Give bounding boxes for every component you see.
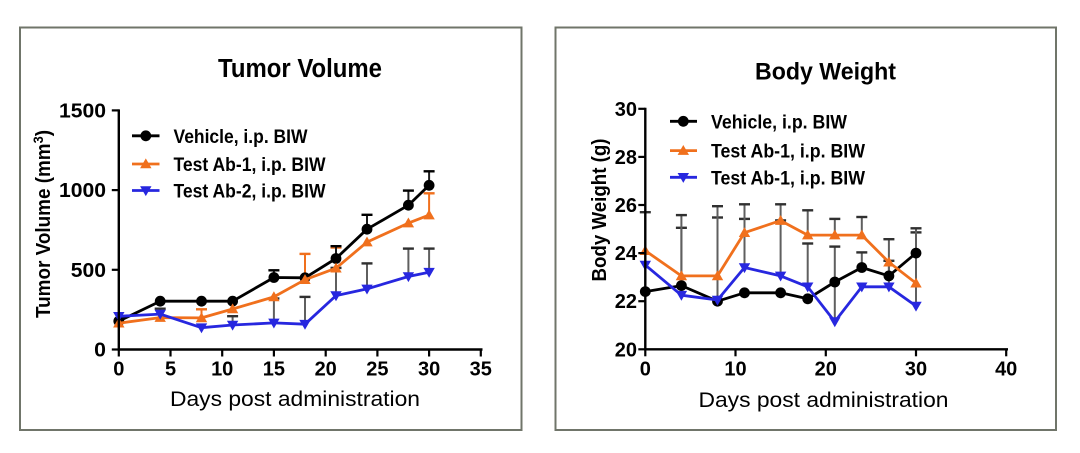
svg-text:0: 0: [113, 359, 124, 381]
svg-text:Test Ab-1, i.p. BIW: Test Ab-1, i.p. BIW: [174, 154, 327, 176]
svg-text:10: 10: [724, 359, 746, 381]
svg-text:28: 28: [615, 147, 637, 169]
svg-text:20: 20: [615, 339, 637, 361]
svg-text:500: 500: [71, 260, 106, 282]
svg-text:Days post administration: Days post administration: [170, 387, 420, 411]
svg-text:5: 5: [165, 359, 176, 381]
svg-text:24: 24: [615, 243, 638, 265]
svg-text:30: 30: [418, 359, 440, 381]
svg-text:0: 0: [640, 359, 651, 381]
svg-text:1000: 1000: [59, 180, 106, 202]
svg-text:20: 20: [815, 359, 837, 381]
svg-text:20: 20: [315, 359, 337, 381]
svg-text:26: 26: [615, 195, 637, 217]
svg-text:10: 10: [211, 359, 233, 381]
svg-text:Test Ab-1, i.p. BIW: Test Ab-1, i.p. BIW: [711, 141, 866, 163]
svg-text:Vehicle, i.p. BIW: Vehicle, i.p. BIW: [174, 126, 309, 148]
svg-text:40: 40: [995, 359, 1017, 381]
svg-text:0: 0: [94, 340, 106, 362]
svg-text:Days post administration: Days post administration: [699, 388, 949, 412]
svg-text:Tumor Volume: Tumor Volume: [218, 55, 382, 83]
svg-text:Tumor Volume (mm3): Tumor Volume (mm3): [31, 130, 55, 318]
svg-text:25: 25: [366, 359, 388, 381]
svg-text:30: 30: [905, 359, 927, 381]
svg-text:Test Ab-2, i.p. BIW: Test Ab-2, i.p. BIW: [174, 181, 327, 203]
svg-text:Body Weight (g): Body Weight (g): [589, 139, 611, 282]
svg-text:1500: 1500: [59, 100, 106, 122]
svg-text:30: 30: [615, 99, 637, 121]
svg-text:15: 15: [263, 359, 285, 381]
svg-text:35: 35: [470, 359, 492, 381]
svg-text:22: 22: [615, 291, 637, 313]
svg-text:Body Weight: Body Weight: [755, 59, 896, 86]
svg-text:Test Ab-1, i.p. BIW: Test Ab-1, i.p. BIW: [711, 167, 866, 189]
svg-text:Vehicle, i.p. BIW: Vehicle, i.p. BIW: [711, 111, 848, 133]
